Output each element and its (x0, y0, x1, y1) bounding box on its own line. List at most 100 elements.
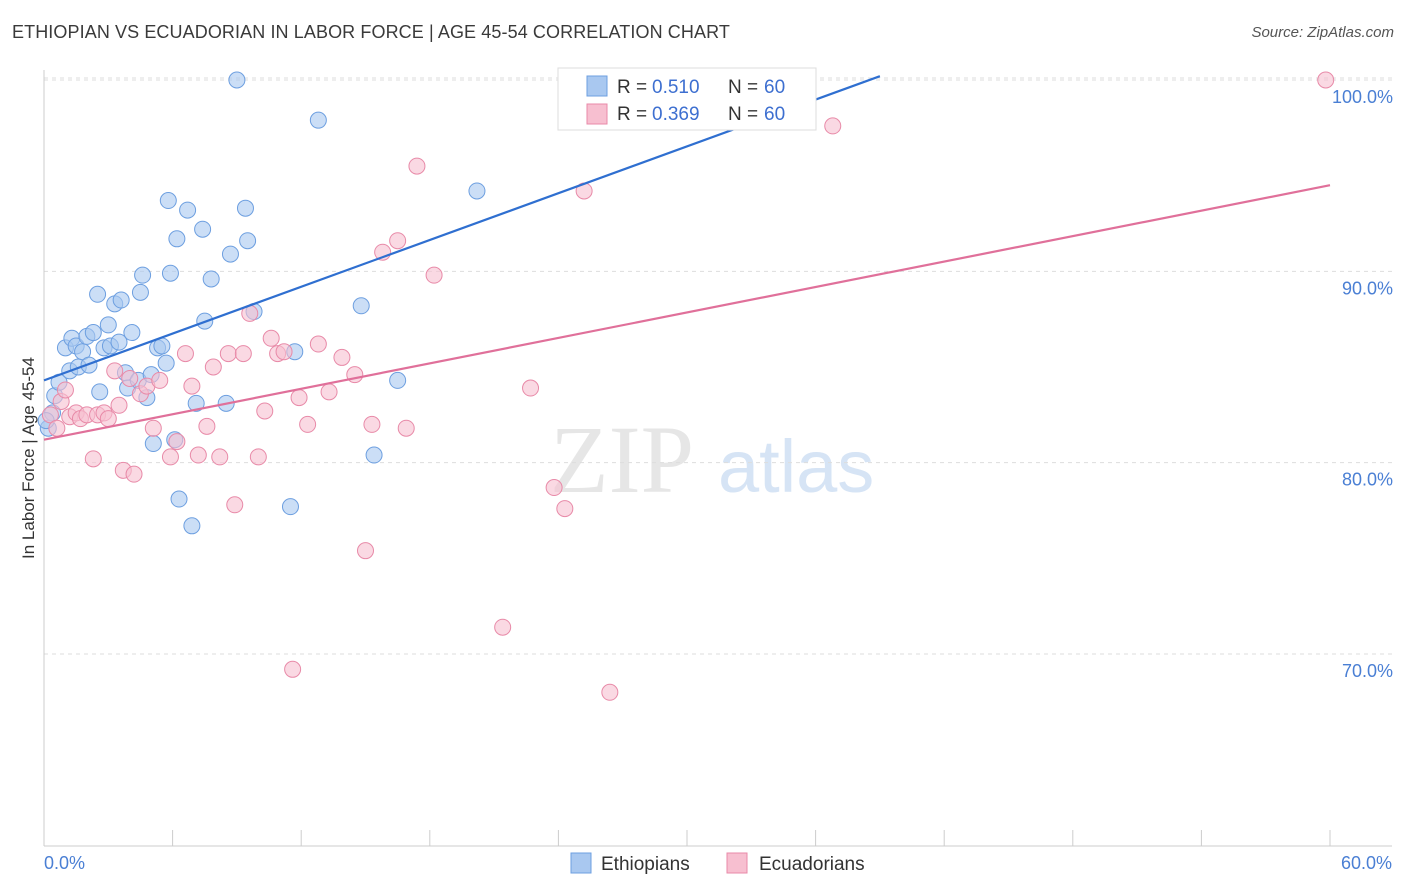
ecuadorians-point (99, 410, 117, 428)
ecuadorians-point (234, 345, 252, 363)
ecuadorians-points (41, 71, 1335, 701)
ethiopians-point (99, 316, 117, 334)
ethiopians-point (236, 199, 254, 217)
ethiopians-point (84, 324, 102, 342)
ethiopians-point (131, 283, 149, 301)
ethiopians-point (170, 490, 188, 508)
ecuadorians-point (219, 345, 237, 363)
legend-n-label-ethiopians: N = (728, 77, 758, 98)
ecuadorians-point (425, 266, 443, 284)
y-tick-label: 70.0% (1342, 661, 1393, 681)
watermark-atlas: atlas (718, 425, 874, 508)
ecuadorians-point (363, 415, 381, 433)
legend-r-label-ecuadorians: R = (617, 104, 647, 125)
x-tick-label-min: 0.0% (44, 853, 85, 873)
legend-n-value-ethiopians: 60 (764, 77, 785, 98)
ethiopians-point (221, 245, 239, 263)
ecuadorians-point (176, 345, 194, 363)
ecuadorians-point (522, 379, 540, 397)
ecuadorians-point (299, 415, 317, 433)
ecuadorians-point (121, 369, 139, 387)
series-legend-swatch-ethiopians (570, 852, 592, 874)
x-axis-ticks (43, 830, 1331, 846)
stats-legend: R = 0.510 N = 60 R = 0.369 N = 60 (557, 67, 817, 131)
series-legend-swatch-ecuadorians (726, 852, 748, 874)
ethiopians-point (161, 264, 179, 282)
ecuadorians-point (601, 683, 619, 701)
ecuadorians-point (494, 618, 512, 636)
ethiopians-point (168, 230, 186, 248)
ethiopians-point (157, 354, 175, 372)
ecuadorians-point (249, 448, 267, 466)
series-legend-label-ecuadorians: Ecuadorians (759, 854, 865, 875)
legend-r-label-ethiopians: R = (617, 77, 647, 98)
legend-r-value-ecuadorians: 0.369 (652, 104, 700, 125)
ethiopians-point (159, 192, 177, 210)
ethiopians-point (112, 291, 130, 309)
ecuadorians-point (211, 448, 229, 466)
ethiopians-point (389, 371, 407, 389)
source-credit: Source: ZipAtlas.com (1251, 24, 1394, 41)
ecuadorians-point (48, 419, 66, 437)
y-tick-label: 80.0% (1342, 470, 1393, 490)
ethiopians-point (228, 71, 246, 89)
ecuadorians-point (284, 660, 302, 678)
series-legend-label-ethiopians: Ethiopians (601, 854, 690, 875)
y-tick-labels: 70.0% 80.0% 90.0% 100.0% (1332, 87, 1393, 681)
watermark-zip: ZIP (550, 406, 694, 513)
ecuadorians-point (320, 383, 338, 401)
ecuadorians-point (183, 377, 201, 395)
y-tick-label: 100.0% (1332, 87, 1393, 107)
ethiopians-point (183, 517, 201, 535)
ecuadorians-point (275, 343, 293, 361)
ecuadorians-point (262, 329, 280, 347)
ethiopians-point (468, 182, 486, 200)
ecuadorians-point (125, 465, 143, 483)
ethiopians-point (134, 266, 152, 284)
ecuadorians-point (151, 371, 169, 389)
ecuadorians-point (1317, 71, 1335, 89)
ethiopians-point (281, 498, 299, 516)
ethiopians-point (110, 333, 128, 351)
series-legend: Ethiopians Ecuadorians (570, 852, 865, 875)
ecuadorians-point (198, 417, 216, 435)
ecuadorians-point (168, 433, 186, 451)
ethiopians-point (309, 111, 327, 129)
ethiopians-point (365, 446, 383, 464)
gridlines (44, 77, 1392, 655)
ecuadorians-point (84, 450, 102, 468)
ethiopians-point (123, 324, 141, 342)
ecuadorians-point (204, 358, 222, 376)
ecuadorians-point (110, 396, 128, 414)
ecuadorians-point (824, 117, 842, 135)
ecuadorians-point (161, 448, 179, 466)
ecuadorians-point (56, 381, 74, 399)
x-tick-label-max: 60.0% (1341, 853, 1392, 873)
ethiopians-point (91, 383, 109, 401)
ecuadorians-trend-line (43, 184, 1331, 441)
y-axis-label: In Labor Force | Age 45-54 (19, 357, 38, 559)
ecuadorians-point (309, 335, 327, 353)
ethiopians-point (187, 394, 205, 412)
ecuadorians-point (256, 402, 274, 420)
ethiopians-point (202, 270, 220, 288)
ethiopians-point (144, 435, 162, 453)
ecuadorians-point (189, 446, 207, 464)
ecuadorians-point (545, 479, 563, 497)
ecuadorians-point (144, 419, 162, 437)
ecuadorians-point (556, 500, 574, 518)
legend-swatch-ethiopians (586, 75, 608, 97)
legend-r-value-ethiopians: 0.510 (652, 77, 700, 98)
ethiopians-point (239, 232, 257, 250)
legend-swatch-ecuadorians (586, 103, 608, 125)
ethiopians-point (194, 220, 212, 238)
ecuadorians-point (106, 362, 124, 380)
ecuadorians-point (408, 157, 426, 175)
ecuadorians-point (226, 496, 244, 514)
ethiopians-point (179, 201, 197, 219)
chart-title: ETHIOPIAN VS ECUADORIAN IN LABOR FORCE |… (12, 22, 730, 42)
legend-n-label-ecuadorians: N = (728, 104, 758, 125)
ecuadorians-point (290, 389, 308, 407)
watermark: ZIP atlas (550, 406, 874, 513)
